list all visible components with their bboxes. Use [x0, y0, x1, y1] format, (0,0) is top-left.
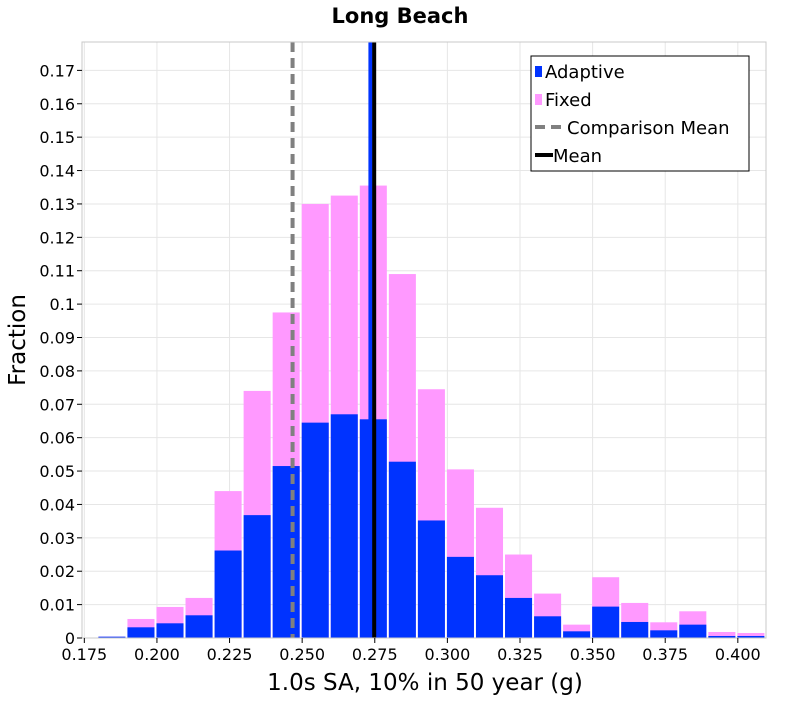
x-tick-label: 0.300 — [424, 645, 470, 664]
x-tick-label: 0.375 — [642, 645, 688, 664]
bar-adaptive — [185, 615, 213, 638]
legend-box — [530, 55, 750, 172]
legend: Adaptive Fixed Comparison Mean Mean — [530, 55, 750, 172]
x-tick-label: 0.225 — [207, 645, 253, 664]
bar-adaptive — [417, 520, 445, 638]
bar-adaptive — [475, 575, 504, 638]
bar-fixed — [737, 632, 765, 638]
legend-swatch — [535, 94, 542, 105]
y-tick-label: 0.16 — [39, 95, 75, 114]
bar-adaptive — [330, 414, 358, 638]
x-tick-label: 0.400 — [715, 645, 761, 664]
bar-adaptive — [621, 621, 649, 638]
legend-label: Fixed — [545, 90, 592, 111]
mean-lines — [290, 42, 377, 638]
bar-adaptive — [98, 636, 126, 638]
y-tick-label: 0.13 — [39, 195, 75, 214]
bar-adaptive — [127, 627, 155, 638]
x-tick-label: 0.325 — [497, 645, 543, 664]
y-axis-ticks: 0 0.01 0.02 0.03 0.04 0.05 0.06 0.07 0.08 0.09 0.1… — [39, 61, 82, 648]
bar-adaptive — [388, 461, 416, 638]
plot-area-border — [81, 41, 767, 639]
bar-adaptive — [679, 624, 707, 638]
y-tick-label: 0.15 — [39, 128, 75, 147]
legend-label: Adaptive — [545, 62, 625, 83]
bar-adaptive — [505, 597, 533, 638]
bar-adaptive — [737, 635, 765, 638]
chart-title: Long Beach — [332, 4, 469, 28]
x-axis-ticks: 0.175 0.200 0.225 0.250 0.275 0.300 0.325 0.350… — [61, 638, 761, 664]
bar-adaptive — [156, 623, 184, 638]
bar-adaptive — [446, 556, 474, 638]
y-tick-label: 0.04 — [39, 495, 75, 514]
legend-label: Mean — [553, 146, 602, 167]
y-tick-label: 0.03 — [39, 529, 75, 548]
bar-adaptive — [301, 422, 329, 638]
x-tick-label: 0.350 — [570, 645, 616, 664]
legend-label: Comparison Mean — [567, 118, 730, 139]
bar-adaptive — [708, 635, 736, 638]
y-tick-label: 0.01 — [39, 596, 75, 615]
y-tick-label: 0.05 — [39, 462, 75, 481]
histogram-bars — [98, 185, 765, 639]
legend-swatch — [535, 66, 542, 77]
bar-adaptive — [214, 550, 242, 638]
x-tick-label: 0.175 — [61, 645, 107, 664]
y-tick-label: 0.12 — [39, 228, 75, 247]
y-tick-label: 0.14 — [39, 162, 75, 181]
bar-adaptive — [534, 616, 562, 638]
y-tick-label: 0.08 — [39, 362, 75, 381]
bar-adaptive — [243, 515, 271, 638]
y-tick-label: 0.06 — [39, 429, 75, 448]
bar-adaptive — [563, 631, 591, 638]
y-tick-label: 0.11 — [39, 262, 75, 281]
y-tick-label: 0.17 — [39, 61, 75, 80]
bar-adaptive — [272, 466, 300, 638]
y-tick-label: 0.02 — [39, 562, 75, 581]
x-tick-label: 0.250 — [279, 645, 325, 664]
x-tick-label: 0.275 — [352, 645, 398, 664]
x-tick-label: 0.200 — [134, 645, 180, 664]
y-tick-label: 0.09 — [39, 328, 75, 347]
y-tick-label: 0.1 — [50, 295, 75, 314]
y-tick-label: 0 — [65, 629, 75, 648]
bar-adaptive — [592, 606, 620, 638]
y-axis-label: Fraction — [5, 294, 31, 386]
x-axis-label: 1.0s SA, 10% in 50 year (g) — [267, 670, 583, 696]
bar-adaptive — [650, 630, 678, 638]
bar-fixed — [708, 631, 736, 638]
y-tick-label: 0.07 — [39, 395, 75, 414]
